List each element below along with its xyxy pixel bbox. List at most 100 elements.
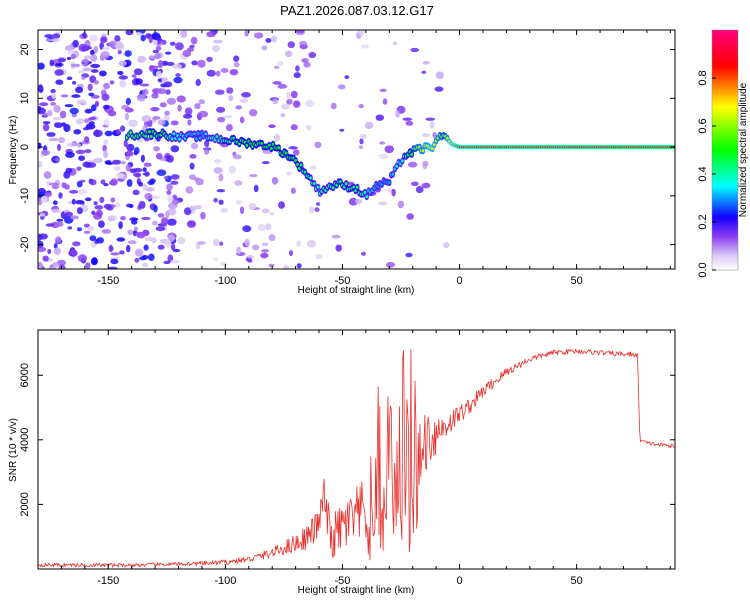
spectrogram-cell [194, 103, 201, 110]
spectrogram-cell [364, 121, 374, 130]
spectrogram-cell [292, 149, 300, 156]
spectrogram-cell [124, 112, 129, 121]
spectrogram-cell [249, 174, 258, 178]
spectrogram-cell [166, 61, 175, 66]
spectrogram-cell [54, 157, 61, 162]
spectrogram-cell [84, 136, 90, 143]
spectrogram-cell [55, 62, 64, 66]
spectrogram-cell [165, 89, 171, 95]
spectrogram-cell [103, 150, 109, 159]
spectrogram-cell [443, 241, 450, 249]
spectrogram-cell [189, 44, 195, 48]
spectrogram-cell [77, 254, 88, 263]
spectrogram-cell [104, 160, 113, 165]
spectrogram-cell [60, 94, 69, 98]
spectrogram-cell [265, 223, 272, 231]
spectrogram-cell [115, 172, 125, 179]
spectrogram-cell [219, 241, 224, 246]
spectrogram-ridge-core [204, 132, 208, 136]
spectrogram-cell [76, 99, 87, 106]
spectrogram-cell [239, 206, 245, 214]
spectrogram-cell [359, 133, 367, 140]
spectrogram-cell [115, 202, 121, 208]
spectrogram-cell [75, 118, 85, 125]
spectrogram-ridge-core [446, 136, 449, 140]
snr-y-ticks: 2000 4000 6000 [19, 363, 675, 517]
spectrogram-cell [71, 198, 76, 205]
spectrogram-cell [53, 116, 62, 121]
spectrogram-cell [357, 30, 365, 36]
spectrogram-cell [215, 70, 221, 77]
spectrogram-cell [382, 98, 388, 105]
colorbar-tick-label: 0.4 [697, 166, 709, 181]
spectrogram-ridge-core [395, 164, 399, 168]
spectrogram-cell [248, 202, 257, 210]
spectrogram-cell [48, 137, 59, 142]
spectrogram-cell [109, 80, 115, 85]
spectrogram-ridge-core [387, 181, 391, 185]
spectrogram-cell [157, 244, 165, 250]
spectrogram-cell [285, 50, 293, 58]
spectrogram-cell [108, 180, 118, 186]
spectrogram-cell [69, 189, 79, 194]
spectrogram-cell [220, 68, 229, 73]
spectrogram-cell [170, 243, 176, 251]
colorbar-tick-label: 0.8 [697, 70, 709, 85]
spectrogram-cell [54, 69, 64, 76]
spectrogram-cell [104, 130, 113, 137]
spectrogram-cell [218, 199, 224, 205]
spectrogram-cell [127, 240, 137, 244]
colorbar-gradient [711, 29, 739, 271]
spectrogram-cell [42, 121, 51, 125]
spectrogram-cell [140, 83, 150, 87]
spectrogram-cell [216, 189, 226, 193]
spectrogram-cell [257, 223, 267, 232]
spectrogram-cell [220, 261, 227, 267]
spectrogram-cell [38, 62, 45, 70]
spectrogram-cell [187, 119, 192, 126]
spectrogram-ridge-core [245, 143, 249, 147]
spectrogram-cell [422, 61, 430, 65]
spectrogram-cell [61, 182, 67, 189]
spectrogram-cell [70, 63, 81, 68]
spectrogram-cell [44, 191, 53, 197]
x-tick-label: 0 [456, 275, 462, 287]
spectrogram-cell [244, 238, 250, 247]
spectrogram-cell [170, 41, 176, 46]
y-tick-label: 0 [19, 144, 31, 150]
spectrogram-cell [135, 78, 143, 85]
spectrogram-cell [90, 63, 101, 69]
spectrogram-cell [415, 186, 424, 194]
spectrogram-cell [175, 73, 181, 77]
spectrogram-cell [55, 79, 64, 85]
spectrogram-cell [118, 221, 123, 230]
spectrogram-cell [429, 121, 435, 129]
spectrogram-cell [286, 171, 292, 176]
spectrogram-cell [410, 47, 420, 53]
spectrogram-cell [411, 181, 419, 186]
spectrogram-cell [183, 207, 192, 216]
spectrogram-cell [253, 32, 264, 39]
spectrogram-cell [296, 30, 305, 34]
spectrogram-ridge-core [149, 135, 153, 139]
spectrogram-cell [198, 99, 205, 105]
spectrogram-cell [198, 110, 209, 118]
spectrogram-cell [120, 216, 126, 221]
spectrogram-cell [155, 45, 162, 51]
spectrogram-cell [286, 99, 293, 105]
spectrogram-cell [308, 206, 315, 214]
spectrogram-cell [157, 60, 164, 69]
spectrogram-cell [200, 211, 206, 220]
spectrogram-cell [84, 108, 93, 114]
spectrogram-cell [268, 234, 276, 242]
spectrogram-cell [299, 43, 308, 50]
spectrogram-cell [242, 225, 252, 233]
spectrogram-cell [379, 88, 387, 93]
y-tick-label: 2000 [19, 492, 31, 516]
spectrogram-cell [56, 259, 66, 266]
spectrogram-cell [190, 36, 198, 45]
spectrogram-ridge-core [365, 195, 369, 199]
spectrogram-cell [293, 72, 301, 79]
spectrogram-cell [170, 145, 180, 153]
spectrogram-cell [290, 187, 296, 194]
